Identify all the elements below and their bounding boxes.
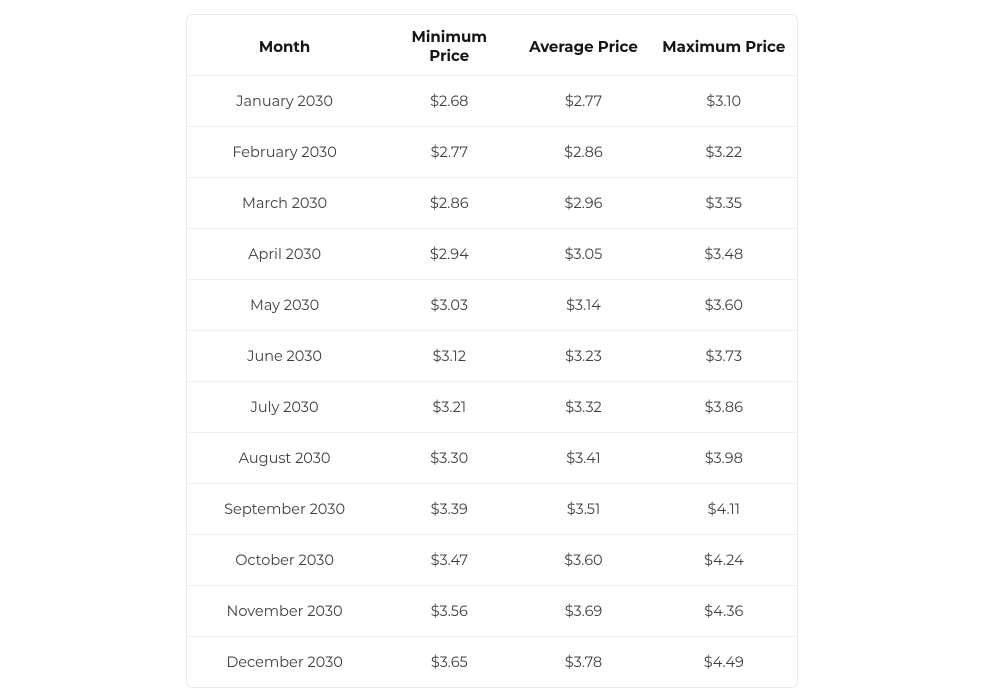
cell-min: $3.39 (382, 484, 516, 535)
cell-avg: $2.86 (516, 127, 650, 178)
cell-max: $3.35 (651, 178, 797, 229)
table-header-row: Month Minimum Price Average Price Maximu… (187, 15, 797, 76)
cell-max: $3.22 (651, 127, 797, 178)
cell-avg: $3.78 (516, 637, 650, 688)
cell-max: $3.98 (651, 433, 797, 484)
cell-month: August 2030 (187, 433, 382, 484)
col-header-min: Minimum Price (382, 15, 516, 76)
cell-min: $2.86 (382, 178, 516, 229)
cell-month: February 2030 (187, 127, 382, 178)
cell-month: January 2030 (187, 76, 382, 127)
cell-min: $3.12 (382, 331, 516, 382)
cell-max: $4.49 (651, 637, 797, 688)
cell-month: September 2030 (187, 484, 382, 535)
table-row: March 2030 $2.86 $2.96 $3.35 (187, 178, 797, 229)
col-header-max: Maximum Price (651, 15, 797, 76)
table-body: January 2030 $2.68 $2.77 $3.10 February … (187, 76, 797, 688)
cell-avg: $3.41 (516, 433, 650, 484)
cell-avg: $2.96 (516, 178, 650, 229)
cell-max: $3.73 (651, 331, 797, 382)
cell-month: November 2030 (187, 586, 382, 637)
cell-avg: $3.14 (516, 280, 650, 331)
table-row: February 2030 $2.77 $2.86 $3.22 (187, 127, 797, 178)
cell-month: October 2030 (187, 535, 382, 586)
cell-max: $3.10 (651, 76, 797, 127)
cell-avg: $3.60 (516, 535, 650, 586)
table-row: April 2030 $2.94 $3.05 $3.48 (187, 229, 797, 280)
cell-min: $3.03 (382, 280, 516, 331)
cell-max: $4.24 (651, 535, 797, 586)
cell-month: March 2030 (187, 178, 382, 229)
table-row: November 2030 $3.56 $3.69 $4.36 (187, 586, 797, 637)
cell-max: $4.11 (651, 484, 797, 535)
cell-min: $3.30 (382, 433, 516, 484)
cell-min: $2.68 (382, 76, 516, 127)
table-row: September 2030 $3.39 $3.51 $4.11 (187, 484, 797, 535)
cell-min: $2.77 (382, 127, 516, 178)
col-header-avg: Average Price (516, 15, 650, 76)
cell-min: $3.65 (382, 637, 516, 688)
table-row: June 2030 $3.12 $3.23 $3.73 (187, 331, 797, 382)
table-row: October 2030 $3.47 $3.60 $4.24 (187, 535, 797, 586)
table-row: May 2030 $3.03 $3.14 $3.60 (187, 280, 797, 331)
table-row: July 2030 $3.21 $3.32 $3.86 (187, 382, 797, 433)
cell-min: $2.94 (382, 229, 516, 280)
cell-max: $3.86 (651, 382, 797, 433)
cell-avg: $3.05 (516, 229, 650, 280)
cell-month: July 2030 (187, 382, 382, 433)
price-table: Month Minimum Price Average Price Maximu… (187, 15, 797, 687)
cell-avg: $3.23 (516, 331, 650, 382)
cell-month: April 2030 (187, 229, 382, 280)
cell-min: $3.21 (382, 382, 516, 433)
price-table-card: Month Minimum Price Average Price Maximu… (186, 14, 798, 688)
cell-avg: $2.77 (516, 76, 650, 127)
cell-month: December 2030 (187, 637, 382, 688)
cell-avg: $3.32 (516, 382, 650, 433)
cell-max: $3.60 (651, 280, 797, 331)
table-row: January 2030 $2.68 $2.77 $3.10 (187, 76, 797, 127)
cell-avg: $3.69 (516, 586, 650, 637)
cell-min: $3.47 (382, 535, 516, 586)
table-row: August 2030 $3.30 $3.41 $3.98 (187, 433, 797, 484)
cell-avg: $3.51 (516, 484, 650, 535)
cell-month: June 2030 (187, 331, 382, 382)
cell-max: $4.36 (651, 586, 797, 637)
cell-min: $3.56 (382, 586, 516, 637)
cell-month: May 2030 (187, 280, 382, 331)
table-row: December 2030 $3.65 $3.78 $4.49 (187, 637, 797, 688)
cell-max: $3.48 (651, 229, 797, 280)
col-header-month: Month (187, 15, 382, 76)
